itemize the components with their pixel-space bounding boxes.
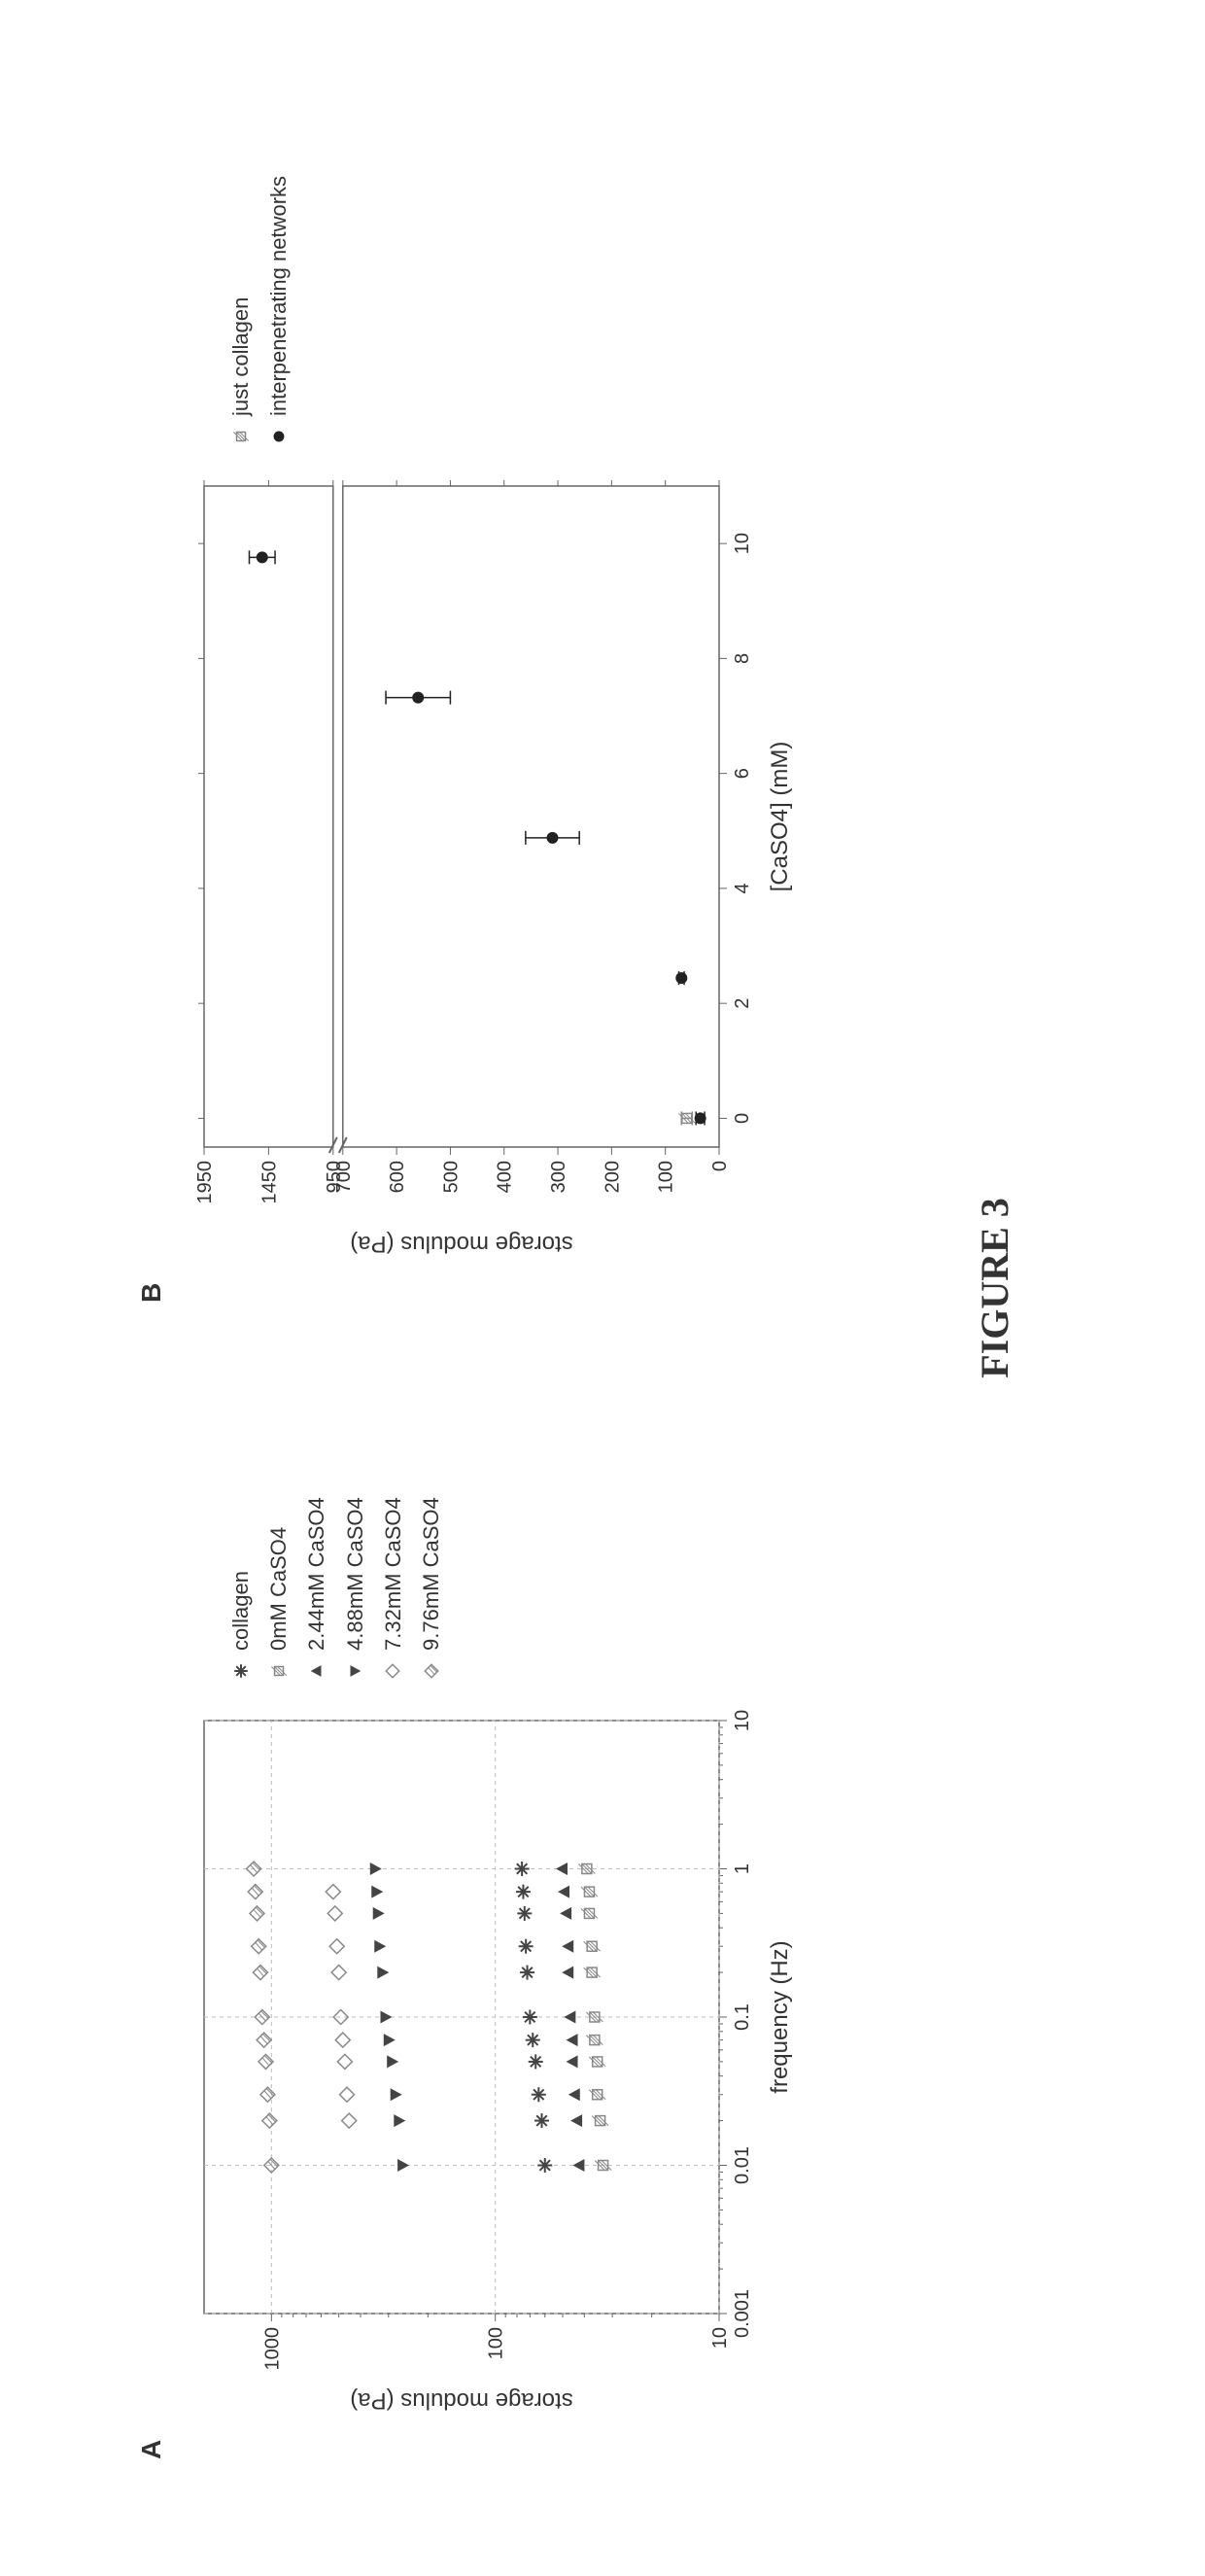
svg-text:0.1: 0.1: [732, 2003, 753, 2031]
legend-marker-icon: [230, 1660, 252, 1682]
svg-text:1: 1: [732, 1863, 753, 1874]
legend-item: interpenetrating networks: [261, 176, 295, 447]
svg-text:8: 8: [732, 653, 753, 664]
svg-text:frequency (Hz): frequency (Hz): [767, 1940, 793, 2093]
svg-text:1450: 1450: [258, 1161, 280, 1204]
legend-marker-icon: [268, 1660, 290, 1682]
legend-label: collagen: [224, 1571, 258, 1651]
svg-text:[CaSO4] (mM): [CaSO4] (mM): [767, 742, 793, 892]
legend-item: 4.88mM CaSO4: [338, 1497, 372, 1682]
svg-text:200: 200: [602, 1161, 623, 1193]
legend-marker-icon: [306, 1660, 327, 1682]
svg-text:storage modulus (Pa): storage modulus (Pa): [350, 1231, 572, 1257]
legend-marker-icon: [230, 426, 252, 447]
panel-a-label: A: [136, 2440, 167, 2459]
svg-text:100: 100: [656, 1161, 677, 1193]
svg-text:2: 2: [732, 998, 753, 1009]
panel-a-chart: 0.001 0.01 0.1 1 10 10 100 1000 frequency (Hz) st…: [185, 1701, 807, 2420]
svg-text:1950: 1950: [194, 1161, 216, 1204]
svg-text:0.01: 0.01: [732, 2146, 753, 2184]
legend-label: 7.32mM CaSO4: [376, 1497, 410, 1651]
legend-label: 9.76mM CaSO4: [414, 1497, 448, 1651]
legend-label: just collagen: [224, 297, 258, 416]
svg-text:500: 500: [440, 1161, 462, 1193]
legend-item: collagen: [224, 1497, 258, 1682]
svg-text:storage modulus (Pa): storage modulus (Pa): [350, 2387, 572, 2414]
svg-text:100: 100: [486, 2327, 507, 2359]
svg-text:0.001: 0.001: [732, 2289, 753, 2338]
svg-text:0: 0: [709, 1161, 731, 1171]
svg-text:300: 300: [548, 1161, 569, 1193]
svg-text:400: 400: [495, 1161, 516, 1193]
panel-b-chart: 0246810010020030040050060070095014501950…: [185, 467, 807, 1264]
panel-b-legend: just collageninterpenetrating networks: [224, 176, 299, 447]
figure-canvas: A 0.0010.010.1110101001000frequency (Hz)…: [0, 0, 1205, 2576]
figure-caption: FIGURE 3: [972, 0, 1017, 2576]
legend-item: 9.76mM CaSO4: [414, 1497, 448, 1682]
legend-label: 4.88mM CaSO4: [338, 1497, 372, 1651]
svg-text:10: 10: [732, 533, 753, 554]
svg-text:0: 0: [732, 1113, 753, 1124]
legend-label: 0mM CaSO4: [261, 1527, 295, 1651]
legend-marker-icon: [344, 1660, 365, 1682]
legend-item: just collagen: [224, 176, 258, 447]
svg-text:10: 10: [709, 2327, 731, 2349]
panel-a-legend: collagen0mM CaSO42.44mM CaSO44.88mM CaSO…: [224, 1497, 452, 1682]
svg-text:10: 10: [732, 1710, 753, 1731]
legend-marker-icon: [382, 1660, 403, 1682]
svg-text:600: 600: [387, 1161, 408, 1193]
svg-text:6: 6: [732, 768, 753, 779]
legend-marker-icon: [268, 426, 290, 447]
legend-item: 0mM CaSO4: [261, 1497, 295, 1682]
legend-item: 2.44mM CaSO4: [299, 1497, 333, 1682]
legend-item: 7.32mM CaSO4: [376, 1497, 410, 1682]
page-root: A 0.0010.010.1110101001000frequency (Hz)…: [0, 0, 1205, 2576]
legend-marker-icon: [421, 1660, 442, 1682]
panel-b-label: B: [136, 1283, 167, 1303]
svg-text:950: 950: [324, 1161, 345, 1193]
legend-label: 2.44mM CaSO4: [299, 1497, 333, 1651]
svg-text:1000: 1000: [261, 2327, 283, 2371]
svg-text:4: 4: [732, 883, 753, 893]
legend-label: interpenetrating networks: [261, 176, 295, 416]
